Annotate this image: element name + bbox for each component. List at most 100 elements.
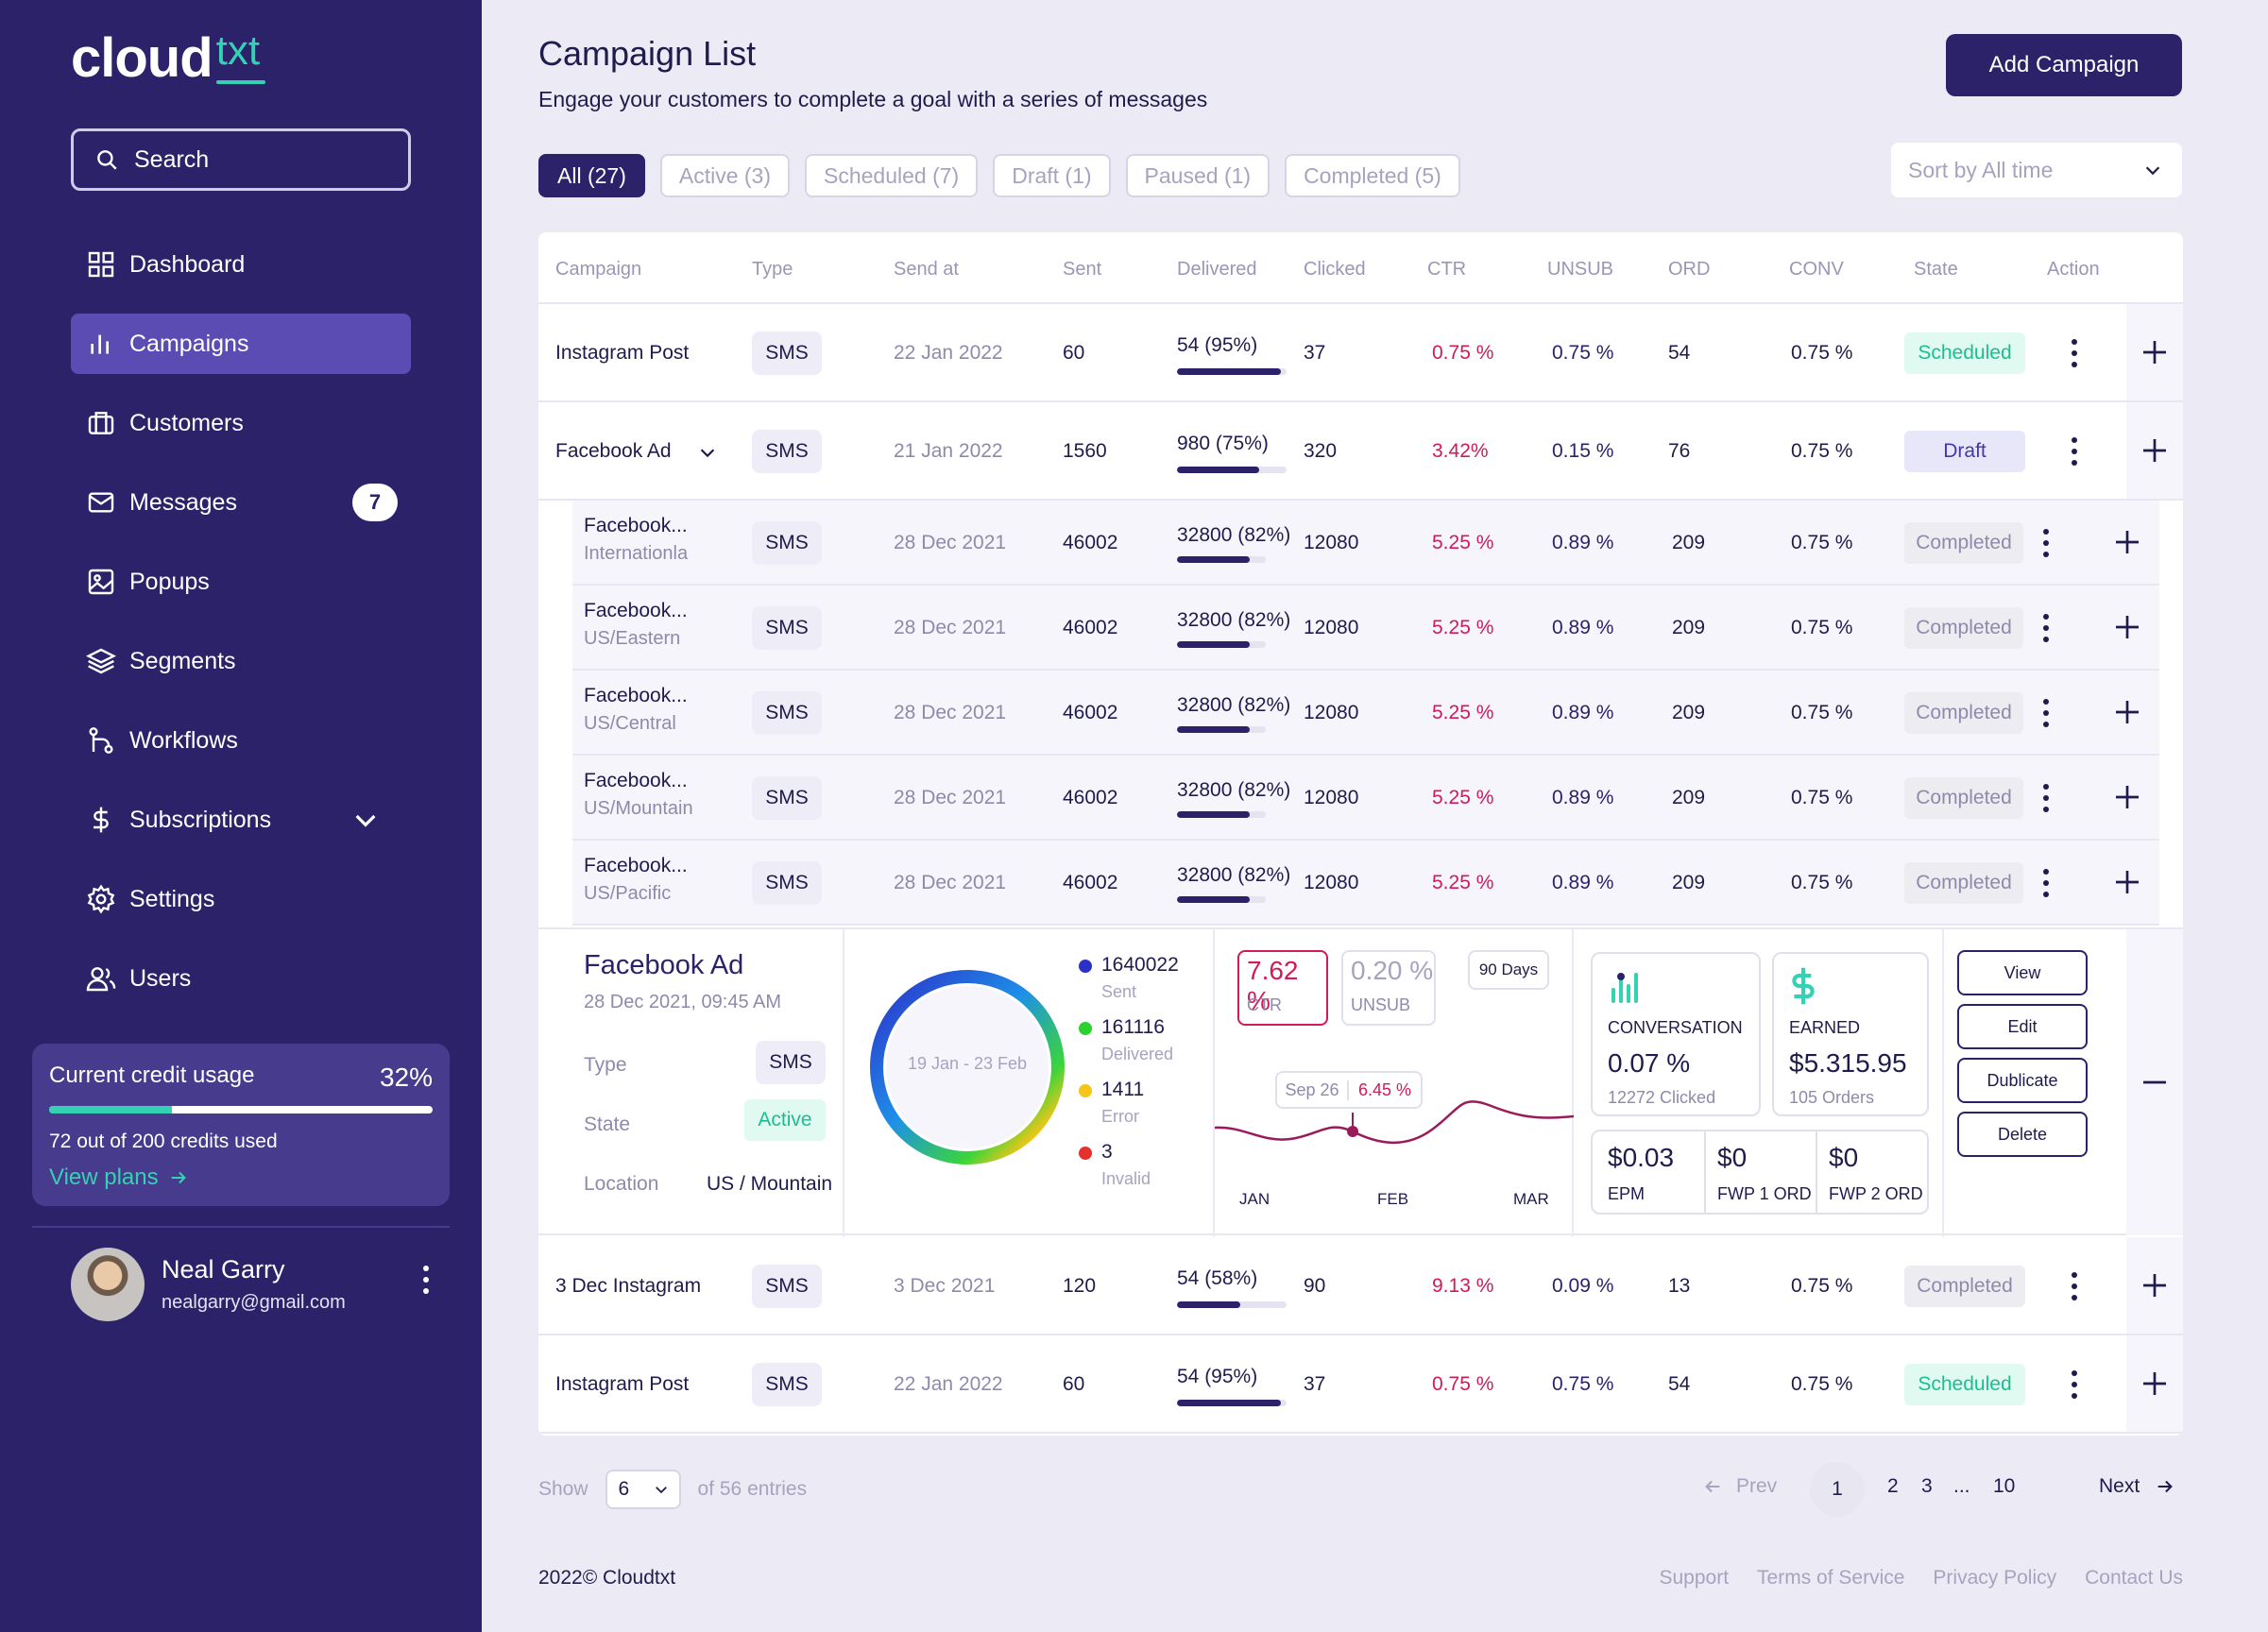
table-row[interactable]: 3 Dec Instagram SMS 3 Dec 2021 120 54 (58%) 9… — [538, 1237, 2183, 1335]
expand-row-button[interactable] — [2099, 586, 2156, 669]
row-menu-icon[interactable] — [2071, 1370, 2078, 1399]
table-row[interactable]: Facebook Ad SMS 21 Jan 2022 1560 980 (75%) 32… — [538, 402, 2183, 501]
expand-row-button[interactable] — [2099, 841, 2156, 924]
table-row[interactable]: Instagram Post SMS 22 Jan 2022 60 54 (95%) 37… — [538, 304, 2183, 402]
support-link[interactable]: Support — [1659, 1567, 1730, 1589]
column-header[interactable]: ORD — [1668, 259, 1711, 280]
collapse-row-button[interactable] — [2126, 929, 2183, 1235]
edit-button[interactable]: Edit — [1957, 1004, 2088, 1049]
contact-link[interactable]: Contact Us — [2085, 1567, 2183, 1589]
column-header[interactable]: Clicked — [1304, 259, 1366, 280]
sub-campaign-location: US/Mountain — [584, 798, 693, 819]
type-badge: SMS — [752, 776, 822, 820]
row-menu-icon[interactable] — [2042, 784, 2050, 812]
sort-select[interactable]: Sort by All time — [1891, 143, 2182, 197]
user-menu-icon[interactable] — [422, 1266, 430, 1294]
sub-campaign[interactable]: Facebook... US/Pacific — [584, 855, 688, 905]
campaign-name[interactable]: 3 Dec Instagram — [555, 1275, 702, 1297]
sidebar-item-campaigns[interactable]: Campaigns — [71, 314, 411, 374]
row-menu-icon[interactable] — [2042, 529, 2050, 557]
search-input[interactable]: Search — [71, 128, 411, 191]
column-header[interactable]: UNSUB — [1547, 259, 1614, 280]
filter-completed[interactable]: Completed (5) — [1285, 154, 1460, 197]
expand-row-button[interactable] — [2099, 756, 2156, 839]
expand-row-button[interactable] — [2126, 304, 2183, 400]
campaign-name[interactable]: Instagram Post — [555, 342, 690, 364]
sub-campaign[interactable]: Facebook... US/Mountain — [584, 770, 693, 820]
sub-table-row[interactable]: Facebook... US/Eastern SMS 28 Dec 2021 46002… — [572, 586, 2159, 671]
sidebar-item-subscriptions[interactable]: Subscriptions — [71, 790, 411, 850]
sub-campaign[interactable]: Facebook... Internationla — [584, 515, 688, 565]
sidebar-item-workflows[interactable]: Workflows — [71, 710, 411, 771]
filter-paused[interactable]: Paused (1) — [1125, 154, 1270, 197]
row-menu-icon[interactable] — [2042, 869, 2050, 897]
view-button[interactable]: View — [1957, 950, 2088, 995]
sub-campaign[interactable]: Facebook... US/Central — [584, 685, 688, 735]
sidebar-item-dashboard[interactable]: Dashboard — [71, 234, 411, 295]
sub-table-row[interactable]: Facebook... US/Central SMS 28 Dec 2021 46002… — [572, 671, 2159, 756]
page-10-button[interactable]: 10 — [1993, 1475, 2016, 1497]
column-header[interactable]: CTR — [1427, 259, 1467, 280]
table-row[interactable]: Instagram Post SMS 22 Jan 2022 60 54 (95%) 37… — [538, 1335, 2183, 1434]
column-header[interactable]: Sent — [1063, 259, 1102, 280]
row-menu-icon[interactable] — [2071, 1272, 2078, 1300]
sub-table-row[interactable]: Facebook... US/Pacific SMS 28 Dec 2021 46002… — [572, 841, 2159, 926]
detail-type-label: Type — [584, 1054, 627, 1076]
terms-link[interactable]: Terms of Service — [1757, 1567, 1905, 1589]
sidebar-item-popups[interactable]: Popups — [71, 552, 411, 612]
sidebar-item-segments[interactable]: Segments — [71, 631, 411, 691]
row-menu-icon[interactable] — [2071, 339, 2078, 367]
next-page-button[interactable]: Next — [2099, 1475, 2175, 1498]
column-header[interactable]: Action — [2047, 259, 2100, 280]
page-1-button[interactable]: 1 — [1810, 1462, 1865, 1517]
delete-button[interactable]: Delete — [1957, 1112, 2088, 1157]
delivered-progress-fill — [1177, 1301, 1241, 1308]
add-campaign-button[interactable]: Add Campaign — [1946, 34, 2182, 96]
sidebar-item-users[interactable]: Users — [71, 948, 411, 1009]
sub-table-row[interactable]: Facebook... US/Mountain SMS 28 Dec 2021 4600… — [572, 756, 2159, 841]
row-menu-icon[interactable] — [2042, 614, 2050, 642]
column-header[interactable]: State — [1914, 259, 1958, 280]
duplicate-button[interactable]: Dublicate — [1957, 1058, 2088, 1103]
campaign-name[interactable]: Facebook Ad — [555, 440, 672, 462]
sidebar-item-messages[interactable]: Messages 7 — [71, 472, 411, 533]
filter-active[interactable]: Active (3) — [659, 154, 790, 197]
sidebar-item-customers[interactable]: Customers — [71, 393, 411, 453]
filter-draft[interactable]: Draft (1) — [993, 154, 1111, 197]
page-subtitle: Engage your customers to complete a goal… — [538, 87, 1208, 111]
column-header[interactable]: Campaign — [555, 259, 642, 280]
page-3-button[interactable]: 3 — [1921, 1475, 1933, 1497]
detail-info: Facebook Ad 28 Dec 2021, 09:45 AM Type S… — [538, 929, 844, 1237]
range-select[interactable]: 90 Days — [1468, 950, 1549, 990]
expand-row-button[interactable] — [2126, 402, 2183, 499]
expand-row-button[interactable] — [2099, 501, 2156, 584]
row-menu-icon[interactable] — [2042, 699, 2050, 727]
column-header[interactable]: Type — [752, 259, 793, 280]
column-header[interactable]: Delivered — [1177, 259, 1257, 280]
column-header[interactable]: Send at — [894, 259, 959, 280]
user-profile[interactable]: Neal Garry nealgarry@gmail.com — [71, 1247, 430, 1322]
chevron-down-icon[interactable] — [697, 442, 718, 468]
privacy-link[interactable]: Privacy Policy — [1933, 1567, 2057, 1589]
page-2-button[interactable]: 2 — [1887, 1475, 1899, 1497]
conv-value: 0.75 % — [1791, 617, 1853, 638]
column-header[interactable]: CONV — [1789, 259, 1844, 280]
sidebar-item-settings[interactable]: Settings — [71, 869, 411, 929]
prev-page-button[interactable]: Prev — [1702, 1475, 1777, 1498]
epm-value: $0.03 — [1608, 1143, 1675, 1172]
view-plans-link[interactable]: View plans — [49, 1164, 433, 1191]
campaign-name[interactable]: Instagram Post — [555, 1373, 690, 1395]
page-size-select[interactable]: 6 — [605, 1470, 681, 1509]
sub-campaign[interactable]: Facebook... US/Eastern — [584, 600, 688, 650]
chevron-down-icon[interactable] — [350, 805, 381, 835]
expand-row-button[interactable] — [2099, 671, 2156, 754]
sub-table-row[interactable]: Facebook... Internationla SMS 28 Dec 2021 46… — [572, 501, 2159, 586]
delivered-progress — [1177, 726, 1266, 733]
workflow-icon — [89, 727, 113, 754]
filter-scheduled[interactable]: Scheduled (7) — [805, 154, 979, 197]
expand-row-button[interactable] — [2126, 1237, 2183, 1334]
filter-all[interactable]: All (27) — [538, 154, 645, 197]
app-logo[interactable]: cloud txt — [71, 26, 266, 90]
row-menu-icon[interactable] — [2071, 437, 2078, 466]
expand-row-button[interactable] — [2126, 1335, 2183, 1432]
